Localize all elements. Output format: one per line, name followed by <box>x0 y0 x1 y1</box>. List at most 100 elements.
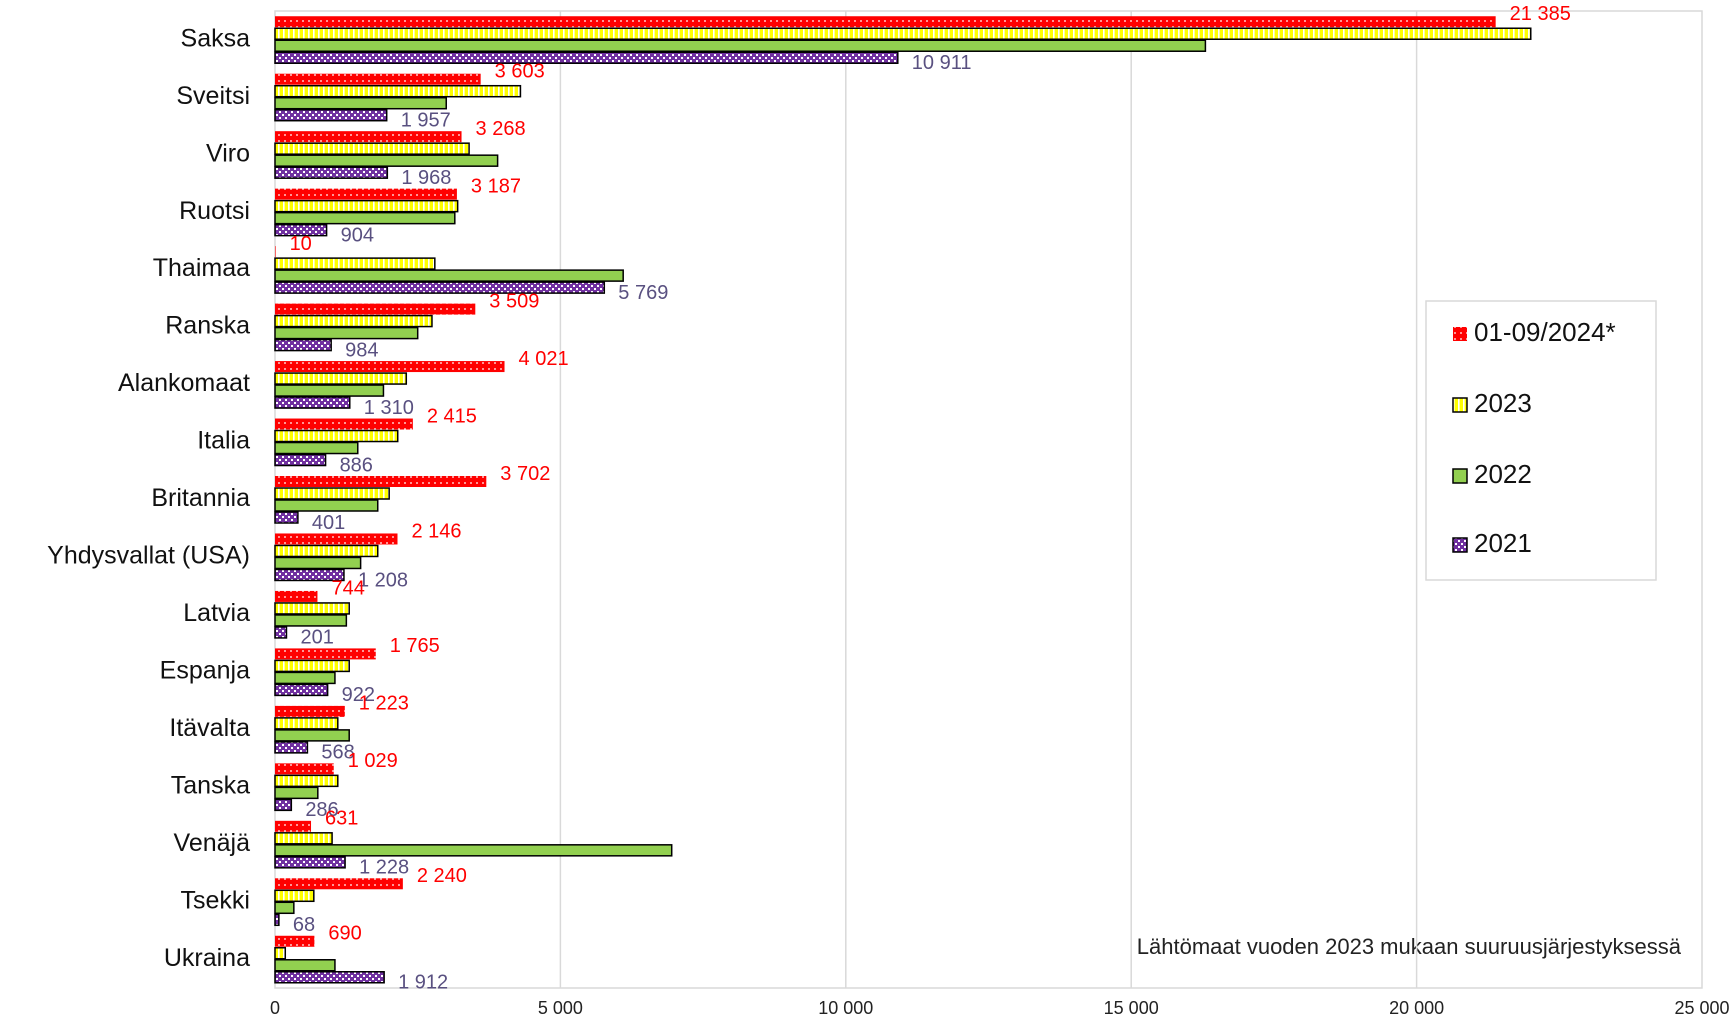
bar <box>274 614 348 627</box>
y-tick-label: Britannia <box>151 484 250 512</box>
bar <box>275 476 487 487</box>
bar <box>274 314 433 328</box>
data-label: 286 <box>305 799 338 821</box>
legend-swatch <box>1453 327 1467 341</box>
y-tick-label: Italia <box>197 427 250 455</box>
bar <box>274 84 522 98</box>
bar <box>274 544 379 558</box>
bar <box>275 820 312 832</box>
x-tick-label: 25 000 <box>1674 998 1729 1018</box>
x-tick-label: 5 000 <box>538 998 583 1018</box>
x-tick-label: 10 000 <box>818 998 873 1018</box>
bar <box>274 626 288 639</box>
bar <box>275 648 376 660</box>
data-label: 1 968 <box>401 167 451 189</box>
bar <box>274 568 345 582</box>
data-label: 631 <box>325 808 358 830</box>
y-tick-label: Ranska <box>165 312 250 340</box>
bar <box>275 361 505 373</box>
bar <box>274 142 470 155</box>
bar <box>274 798 293 812</box>
data-label: 3 509 <box>489 290 539 312</box>
y-tick-label: Saksa <box>181 24 251 52</box>
data-label: 1 310 <box>364 397 414 419</box>
data-label: 1 228 <box>359 857 409 879</box>
bar <box>275 418 413 430</box>
bar <box>274 384 385 397</box>
bar <box>274 786 319 800</box>
bar <box>275 590 318 602</box>
bar <box>275 73 481 85</box>
data-label: 1 029 <box>348 750 398 772</box>
bar <box>275 246 276 258</box>
bar <box>274 166 389 179</box>
y-tick-label: Itävalta <box>169 714 250 742</box>
bar <box>275 878 403 890</box>
bar <box>274 338 332 352</box>
bar <box>275 763 334 775</box>
data-label: 10 911 <box>912 52 972 74</box>
bar <box>275 303 476 315</box>
data-label: 744 <box>331 578 364 600</box>
bar <box>274 199 459 213</box>
legend-label: 2021 <box>1474 528 1532 558</box>
bar <box>274 429 399 443</box>
data-label: 690 <box>328 923 361 945</box>
bar <box>274 51 899 64</box>
bar <box>275 188 457 200</box>
annotation: Lähtömaat vuoden 2023 mukaan suuruusjärj… <box>1137 934 1682 959</box>
bar <box>275 935 315 947</box>
data-label: 201 <box>300 627 333 649</box>
bar <box>274 27 1532 40</box>
y-tick-label: Ruotsi <box>179 197 250 225</box>
data-label: 5 769 <box>618 282 668 304</box>
x-tick-label: 15 000 <box>1104 998 1159 1018</box>
data-label: 3 702 <box>500 463 550 485</box>
bar <box>274 602 350 615</box>
data-label: 3 268 <box>476 118 526 140</box>
bar <box>274 889 315 903</box>
data-label: 3 603 <box>495 60 545 82</box>
bar <box>274 856 346 869</box>
bar <box>274 971 385 984</box>
bar <box>274 832 333 845</box>
bar <box>274 947 287 960</box>
bar <box>274 683 329 697</box>
bar <box>274 844 673 857</box>
legend-swatch <box>1452 537 1468 553</box>
data-label: 4 021 <box>519 348 569 370</box>
y-tick-label: Alankomaat <box>118 369 250 397</box>
bar <box>274 487 390 500</box>
y-tick-label: Thaimaa <box>153 254 250 282</box>
y-tick-label: Ukraina <box>164 944 250 972</box>
y-tick-label: Venäjä <box>174 829 251 857</box>
legend-label: 2023 <box>1474 388 1532 418</box>
bar <box>274 671 336 685</box>
data-label: 3 187 <box>471 175 521 197</box>
bar <box>274 396 351 409</box>
data-label: 984 <box>345 339 378 361</box>
y-tick-label: Tsekki <box>181 886 250 914</box>
legend-label: 01-09/2024* <box>1474 317 1616 347</box>
data-label: 886 <box>340 454 373 476</box>
bar <box>274 96 447 110</box>
data-label: 922 <box>342 684 375 706</box>
bar <box>274 39 1207 52</box>
bar <box>274 511 299 524</box>
bar <box>274 913 280 927</box>
data-label: 2 240 <box>417 865 467 887</box>
bar <box>274 326 419 340</box>
bar <box>274 774 339 788</box>
x-tick-label: 20 000 <box>1389 998 1444 1018</box>
data-label: 904 <box>341 224 374 246</box>
bar <box>275 16 1496 28</box>
bar <box>274 453 327 467</box>
legend-box <box>1425 300 1657 581</box>
bar <box>274 223 328 237</box>
y-tick-label: Espanja <box>160 657 250 685</box>
data-label: 401 <box>312 512 345 534</box>
data-label: 1 223 <box>359 693 409 715</box>
data-label: 2 146 <box>411 520 461 542</box>
data-label: 1 208 <box>358 569 408 591</box>
